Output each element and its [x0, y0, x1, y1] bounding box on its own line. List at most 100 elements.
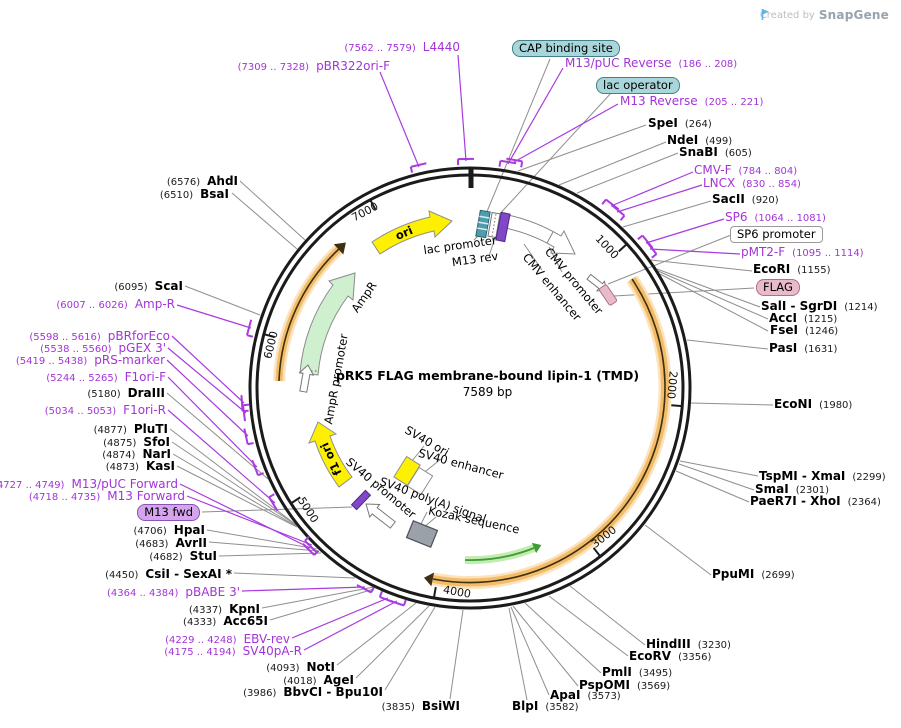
callout-name: AhdI	[207, 174, 238, 188]
callout-name: pBRforEco	[107, 329, 170, 343]
callout-name: BsiWI	[421, 699, 460, 713]
callout-hpai: (4706) HpaI	[134, 524, 205, 538]
ampr-promoter-arrow	[298, 364, 315, 393]
callout-pos: (7309 .. 7328)	[237, 62, 310, 73]
callout-name: PaeR7I - XhoI	[750, 494, 841, 508]
plasmid-title: pRK5 FLAG membrane-bound lipin-1 (TMD)	[335, 368, 640, 383]
callout-fsei: FseI (1246)	[770, 324, 838, 338]
callout-noti: (4093) NotI	[266, 661, 335, 675]
callout-name: SalI - SgrDI	[761, 299, 838, 313]
callout-pos: (3230)	[697, 640, 731, 651]
callout-name: pGEX 3'	[118, 341, 166, 355]
callout-pspomi: PspOMI (3569)	[579, 679, 670, 693]
callout-pos: (4875)	[103, 438, 137, 449]
callout-pos: (6510)	[159, 190, 194, 201]
watermark: Created by SnapGene	[760, 8, 889, 22]
sv40-enhancer-box	[406, 466, 434, 496]
green-orf-arc	[464, 542, 542, 565]
callout-pmli: PmlI (3495)	[602, 666, 672, 680]
cap-binding-site-box	[475, 209, 491, 239]
callout-name: EcoNI	[774, 397, 813, 411]
lipin1-orf-arrowhead	[424, 572, 435, 587]
callout-name: NotI	[306, 660, 336, 674]
callout-pos: (5538 .. 5560)	[40, 344, 112, 355]
callout-stui: (4682) StuI	[149, 550, 217, 564]
callout-pbabe-3: (4364 .. 4384) pBABE 3'	[107, 586, 240, 600]
callout-name: TspMI - XmaI	[759, 469, 846, 483]
callout-scai: (6095) ScaI	[114, 280, 183, 294]
callout-pos: (4229 .. 4248)	[165, 635, 237, 646]
callout-name: KasI	[145, 459, 175, 473]
callout-pos: (3986)	[243, 688, 277, 699]
callout-name: BlpI	[512, 699, 539, 713]
callout-tspmi-xmai: TspMI - XmaI (2299)	[759, 470, 886, 484]
callout-pos: (4682)	[149, 552, 183, 563]
ampr-orf-arrowhead	[333, 242, 346, 255]
callout-pos: (4727 .. 4749)	[0, 480, 65, 491]
callout-snabi: SnaBI (605)	[679, 146, 752, 160]
callout-name: EcoRV	[629, 649, 672, 663]
callout-name: NdeI	[667, 133, 699, 147]
callout-name: L4440	[422, 40, 460, 54]
callout-name: HindIII	[646, 637, 691, 651]
callout-pbr322ori-f: (7309 .. 7328) pBR322ori-F	[238, 60, 390, 74]
lac-operator-label: lac operator	[596, 77, 680, 94]
callout-hindiii: HindIII (3230)	[646, 638, 731, 652]
callout-name: CsiI - SexAI *	[145, 567, 232, 581]
primer-leader-lines	[166, 54, 741, 651]
callout-name: pBR322ori-F	[316, 59, 390, 73]
callout-csii-sexai: (4450) CsiI - SexAI *	[105, 568, 232, 582]
callout-name: HpaI	[173, 523, 205, 537]
callout-pos: (4873)	[105, 462, 139, 473]
callout-prs-marker: (5419 .. 5438) pRS-marker	[16, 354, 165, 368]
callout-pos: (4877)	[93, 425, 127, 436]
callout-name: M13/pUC Reverse	[565, 56, 672, 70]
callout-name: ScaI	[154, 279, 183, 293]
callout-name: FseI	[770, 323, 798, 337]
callout-avrii: (4683) AvrII	[135, 537, 207, 551]
callout-name: KpnI	[229, 602, 260, 616]
lipin1-orf-arc	[424, 275, 672, 590]
callout-name: BsaI	[200, 187, 229, 201]
flag-feature-box	[598, 284, 618, 306]
callout-ecorv: EcoRV (3356)	[629, 650, 711, 664]
callout-name: NarI	[142, 447, 171, 461]
callout-name: SmaI	[755, 482, 789, 496]
callout-pos: (5598 .. 5616)	[29, 332, 101, 343]
callout-pos: (5419 .. 5438)	[15, 356, 88, 367]
callout-bbvci-bpu10i: (3986) BbvCI - Bpu10I	[243, 686, 383, 700]
callout-pos: (6095)	[114, 282, 148, 293]
callout-name: SfoI	[143, 435, 170, 449]
callout-name: AgeI	[323, 673, 354, 687]
callout-pos: (4364 .. 4384)	[106, 588, 179, 599]
callout-name: F1ori-F	[124, 370, 166, 384]
callout-pos: (830 .. 854)	[742, 179, 801, 190]
callout-sfoi: (4875) SfoI	[103, 436, 170, 450]
cap-binding-site-label: CAP binding site	[512, 40, 620, 57]
callout-pos: (1064 .. 1081)	[754, 213, 826, 224]
callout-name: M13 Reverse	[620, 94, 698, 108]
callout-pos: (4874)	[102, 450, 136, 461]
enzyme-leader-lines	[166, 58, 774, 701]
callout-pos: (3495)	[638, 668, 673, 679]
callout-name: AccI	[769, 311, 797, 325]
callout-pos: (5034 .. 5053)	[44, 406, 117, 417]
callout-draiii: (5180) DraIII	[87, 387, 165, 401]
callout-cmv-f: CMV-F (784 .. 804)	[694, 164, 797, 178]
callout-bsiwi: (3835) BsiWI	[382, 700, 460, 714]
callout-name: SnaBI	[679, 145, 718, 159]
green-orf-arrowhead	[531, 542, 542, 554]
sv40-polya-arrow	[365, 503, 396, 529]
callout-name: M13 Forward	[107, 489, 185, 503]
callout-pos: (6576)	[166, 177, 201, 188]
callout-nari: (4874) NarI	[102, 448, 171, 462]
ori-arrow	[371, 210, 453, 255]
callout-amp-r: (6007 .. 6026) Amp-R	[56, 298, 175, 312]
callout-pos: (1631)	[804, 344, 838, 355]
callout-sacii: SacII (920)	[712, 193, 779, 207]
callout-pos: (784 .. 804)	[738, 166, 798, 177]
callout-pos: (3573)	[587, 691, 621, 702]
primer-site-brackets	[240, 157, 658, 607]
callout-name: M13/pUC Forward	[71, 477, 178, 491]
